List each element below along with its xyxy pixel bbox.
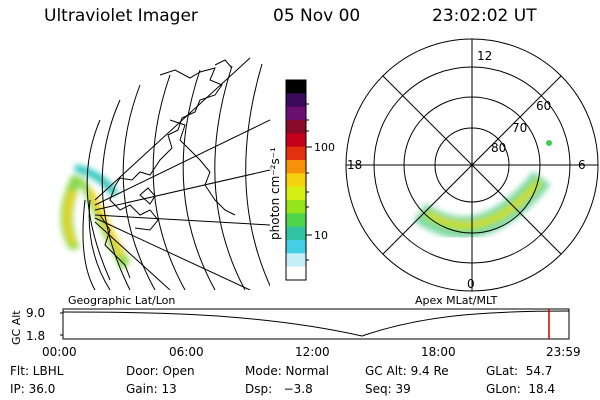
- altitude-plot: 9.0 1.8 GC Alt 00:00 06:00 12:00 18:00 2…: [10, 306, 581, 359]
- altitude-xtick-0000: 00:00: [42, 345, 77, 359]
- colorbar-stripe: [286, 240, 306, 254]
- polar-plot-label: Apex MLat/MLT: [415, 294, 498, 307]
- colorbar-stripe: [286, 133, 306, 148]
- polar-lat-80: 80: [491, 141, 506, 155]
- colorbar: 100 10 photon cm⁻²s⁻¹: [268, 79, 335, 281]
- colorbar-stripe: [286, 93, 306, 108]
- polar-lat-70: 70: [512, 121, 527, 135]
- altitude-ytick-9: 9.0: [26, 306, 45, 320]
- altitude-plot-frame: [62, 308, 570, 340]
- colorbar-stripe: [286, 160, 306, 174]
- colorbar-stripe: [286, 266, 306, 281]
- polar-mlt-0: 0: [467, 277, 475, 291]
- colorbar-stripe: [286, 253, 306, 268]
- geo-longitude-grid: [82, 57, 270, 290]
- altitude-xtick-1200: 12:00: [295, 345, 330, 359]
- polar-plot: 12 18 6 0 60 70 80: [345, 38, 599, 292]
- geo-coastlines: [99, 59, 236, 279]
- altitude-xtick-1800: 18:00: [421, 345, 456, 359]
- colorbar-stripe: [286, 106, 306, 121]
- colorbar-stripe: [286, 226, 306, 241]
- polar-mlt-12: 12: [477, 49, 492, 63]
- polar-aurora: [413, 170, 551, 239]
- geo-aurora: [60, 164, 130, 270]
- geographic-map: [60, 57, 270, 290]
- status-flt: Flt: LBHL: [10, 364, 64, 378]
- altitude-ylabel: GC Alt: [10, 310, 23, 345]
- colorbar-unit-label: photon cm⁻²s⁻¹: [268, 147, 282, 240]
- colorbar-frame: [285, 79, 307, 281]
- time-label: 23:02:02 UT: [432, 6, 537, 26]
- colorbar-stripe: [286, 186, 306, 201]
- status-glon: GLon: 18.4: [486, 382, 556, 396]
- colorbar-tick-10: 10: [314, 229, 328, 242]
- polar-bright-spot: [546, 140, 552, 146]
- polar-lat-60: 60: [536, 99, 551, 113]
- colorbar-stripes: [286, 80, 306, 281]
- altitude-curve: [62, 310, 570, 337]
- status-seq: Seq: 39: [365, 382, 411, 396]
- colorbar-stripe: [286, 146, 306, 161]
- date-label: 05 Nov 00: [273, 6, 361, 26]
- altitude-ytick-1-8: 1.8: [26, 329, 45, 343]
- altitude-xtick-2359: 23:59: [546, 345, 581, 359]
- status-mode: Mode: Normal: [245, 364, 329, 378]
- colorbar-tick-100: 100: [314, 141, 335, 154]
- status-door: Door: Open: [126, 364, 195, 378]
- status-dsp: Dsp: −3.8: [245, 382, 313, 396]
- colorbar-stripe: [286, 200, 306, 214]
- status-gain: Gain: 13: [126, 382, 177, 396]
- geo-map-label: Geographic Lat/Lon: [68, 294, 175, 307]
- instrument-title: Ultraviolet Imager: [44, 6, 198, 26]
- colorbar-stripe: [286, 120, 306, 134]
- status-ip: IP: 36.0: [10, 382, 56, 396]
- status-gc-alt: GC Alt: 9.4 Re: [365, 364, 449, 378]
- colorbar-stripe: [286, 80, 306, 94]
- colorbar-stripe: [286, 173, 306, 188]
- polar-mlt-6: 6: [578, 158, 586, 172]
- geo-latitude-grid: [86, 63, 270, 290]
- polar-mlt-18: 18: [347, 158, 362, 172]
- colorbar-stripe: [286, 213, 306, 228]
- altitude-xtick-0600: 06:00: [169, 345, 204, 359]
- status-glat: GLat: 54.7: [486, 364, 553, 378]
